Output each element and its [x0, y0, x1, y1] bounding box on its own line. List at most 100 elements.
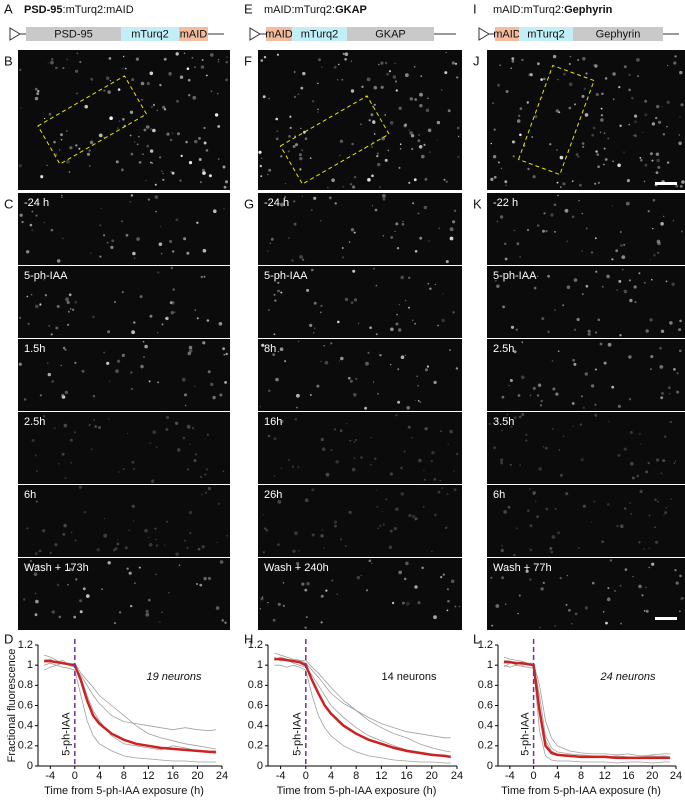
punctum [311, 488, 315, 492]
punctum [505, 90, 509, 93]
punctum [376, 152, 380, 155]
punctum [577, 58, 580, 62]
punctum [606, 274, 610, 279]
time-label: -24 h [264, 197, 289, 209]
x-tick-label: 8 [578, 770, 584, 782]
punctum [509, 379, 513, 382]
punctum [529, 578, 532, 581]
punctum [339, 429, 343, 433]
punctum [556, 181, 559, 184]
punctum [207, 370, 211, 374]
construct-box [26, 27, 121, 41]
punctum [208, 174, 212, 178]
punctum [334, 202, 337, 205]
punctum [500, 461, 504, 465]
punctum [53, 140, 56, 144]
y-tick-label: 0.4 [478, 720, 493, 732]
punctum [503, 510, 507, 514]
micrograph [487, 485, 685, 557]
punctum [540, 78, 543, 81]
punctum [532, 493, 535, 496]
punctum [140, 81, 145, 86]
punctum [429, 151, 431, 153]
punctum [155, 210, 158, 213]
punctum [405, 601, 410, 606]
punctum [390, 364, 392, 366]
punctum [423, 478, 426, 481]
construct-box [495, 27, 519, 41]
punctum [275, 494, 279, 498]
punctum [93, 419, 95, 421]
punctum [29, 559, 32, 563]
punctum [517, 394, 521, 397]
punctum [574, 103, 576, 106]
punctum [376, 505, 379, 508]
punctum [455, 367, 459, 370]
punctum [349, 183, 352, 186]
punctum [64, 390, 69, 395]
punctum [403, 450, 406, 453]
time-label: 1.5h [24, 343, 45, 355]
punctum [370, 463, 372, 466]
punctum [400, 466, 403, 470]
punctum [170, 300, 175, 305]
punctum [456, 76, 459, 79]
punctum [576, 317, 580, 322]
punctum [42, 278, 45, 281]
punctum [280, 419, 284, 424]
punctum [505, 603, 507, 605]
punctum [603, 163, 605, 166]
punctum [396, 313, 398, 316]
annotation: 14 neurons [381, 671, 437, 683]
punctum [594, 403, 597, 406]
punctum [390, 236, 394, 239]
punctum [640, 159, 643, 162]
punctum [65, 130, 68, 132]
punctum [382, 194, 386, 198]
punctum [106, 241, 109, 244]
punctum [31, 210, 34, 213]
punctum [656, 500, 660, 503]
punctum [277, 567, 279, 569]
punctum [36, 201, 38, 203]
punctum [142, 340, 145, 343]
punctum [217, 61, 220, 63]
punctum [519, 464, 521, 466]
punctum [284, 360, 287, 363]
punctum [501, 545, 504, 547]
punctum [449, 429, 453, 434]
punctum [446, 493, 449, 496]
punctum [396, 247, 400, 250]
punctum [571, 623, 573, 625]
punctum [267, 173, 269, 176]
punctum [389, 472, 393, 476]
punctum [632, 576, 634, 578]
punctum [88, 423, 91, 427]
punctum [503, 242, 507, 246]
punctum [384, 61, 388, 65]
x-tick-label: 20 [191, 770, 203, 782]
punctum [353, 457, 356, 460]
punctum [681, 230, 683, 233]
punctum [185, 140, 188, 144]
punctum [331, 579, 334, 582]
punctum [408, 513, 412, 518]
punctum [433, 615, 437, 620]
punctum [427, 128, 432, 133]
punctum [35, 214, 38, 217]
punctum [379, 354, 382, 357]
punctum [74, 539, 77, 542]
punctum [337, 320, 340, 324]
punctum [368, 119, 371, 122]
punctum [350, 301, 354, 304]
punctum [68, 567, 73, 572]
x-axis-label: Time from 5-ph-IAA exposure (h) [277, 785, 437, 797]
punctum [47, 372, 51, 377]
punctum [205, 468, 208, 471]
punctum [350, 228, 355, 232]
punctum [186, 67, 190, 70]
punctum [664, 435, 667, 438]
punctum [280, 202, 284, 207]
punctum [289, 115, 292, 118]
punctum [629, 431, 633, 434]
